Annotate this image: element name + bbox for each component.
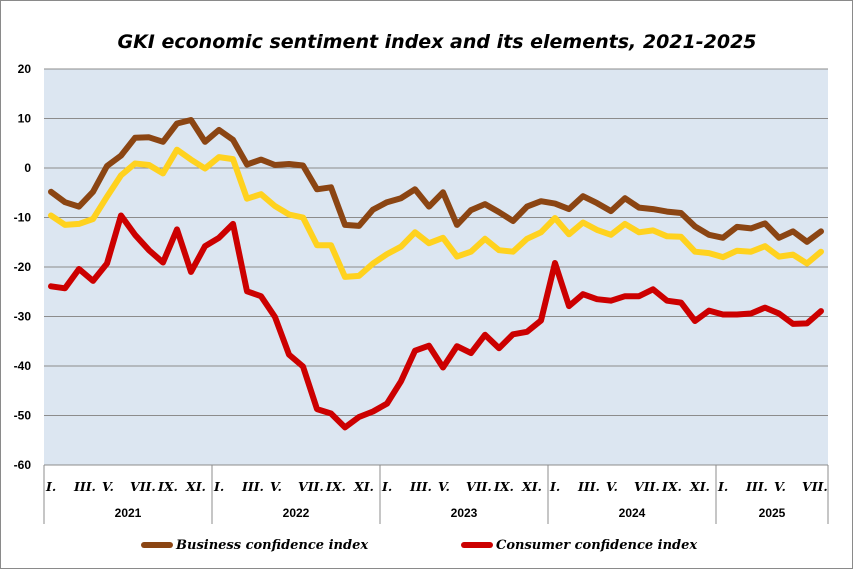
x-tick-label: XI. bbox=[521, 479, 542, 494]
y-tick-label: -10 bbox=[14, 211, 32, 225]
y-tick-label: 20 bbox=[18, 62, 32, 76]
legend-label: Business confidence index bbox=[175, 538, 368, 553]
x-tick-label: XI. bbox=[185, 479, 206, 494]
x-tick-label: V. bbox=[774, 479, 786, 494]
x-tick-label: VII. bbox=[298, 479, 324, 494]
year-label: 2023 bbox=[451, 506, 478, 520]
x-tick-label: IX. bbox=[661, 479, 682, 494]
legend: Business confidence index Consumer confid… bbox=[141, 538, 697, 553]
y-tick-label: -40 bbox=[14, 359, 32, 373]
x-tick-label: I. bbox=[717, 479, 728, 494]
series-line bbox=[48, 146, 824, 280]
x-tick-label: I. bbox=[45, 479, 56, 494]
y-tick-label: 10 bbox=[18, 112, 32, 126]
year-label: 2021 bbox=[115, 506, 142, 520]
x-tick-label: V. bbox=[438, 479, 450, 494]
x-tick-label: III. bbox=[241, 479, 264, 494]
x-tick-label: III. bbox=[409, 479, 432, 494]
y-tick-label: -60 bbox=[14, 458, 32, 472]
x-tick-label: I. bbox=[213, 479, 224, 494]
y-tick-label: -30 bbox=[14, 310, 32, 324]
y-axis: 20 10 0 -10 -20 -30 -40 -50 -60 bbox=[14, 62, 32, 472]
x-tick-label: IX. bbox=[493, 479, 514, 494]
x-tick-label: IX. bbox=[325, 479, 346, 494]
x-tick-label: VII. bbox=[130, 479, 156, 494]
y-tick-label: -20 bbox=[14, 260, 32, 274]
year-label: 2024 bbox=[619, 506, 646, 520]
x-tick-label: III. bbox=[577, 479, 600, 494]
x-tick-label: XI. bbox=[353, 479, 374, 494]
year-label: 2022 bbox=[283, 506, 310, 520]
chart-title: GKI economic sentiment index and its ele… bbox=[117, 31, 756, 53]
series-line bbox=[48, 212, 824, 431]
grid-lines bbox=[44, 68, 828, 466]
x-tick-label: VII. bbox=[634, 479, 660, 494]
x-tick-label: VII. bbox=[802, 479, 828, 494]
x-tick-label: III. bbox=[73, 479, 96, 494]
y-tick-label: -50 bbox=[14, 409, 32, 423]
x-tick-label: IX. bbox=[157, 479, 178, 494]
year-label: 2025 bbox=[759, 506, 786, 520]
legend-label: Consumer confidence index bbox=[496, 538, 697, 553]
x-tick-label: V. bbox=[606, 479, 618, 494]
x-tick-label: XI. bbox=[689, 479, 710, 494]
x-tick-label: V. bbox=[270, 479, 282, 494]
series-line bbox=[48, 117, 824, 245]
x-tick-label: I. bbox=[549, 479, 560, 494]
x-tick-label: V. bbox=[102, 479, 114, 494]
y-tick-label: 0 bbox=[24, 161, 31, 175]
series-lines bbox=[48, 117, 824, 431]
x-tick-label: I. bbox=[381, 479, 392, 494]
x-tick-label: VII. bbox=[466, 479, 492, 494]
x-tick-label: III. bbox=[745, 479, 768, 494]
